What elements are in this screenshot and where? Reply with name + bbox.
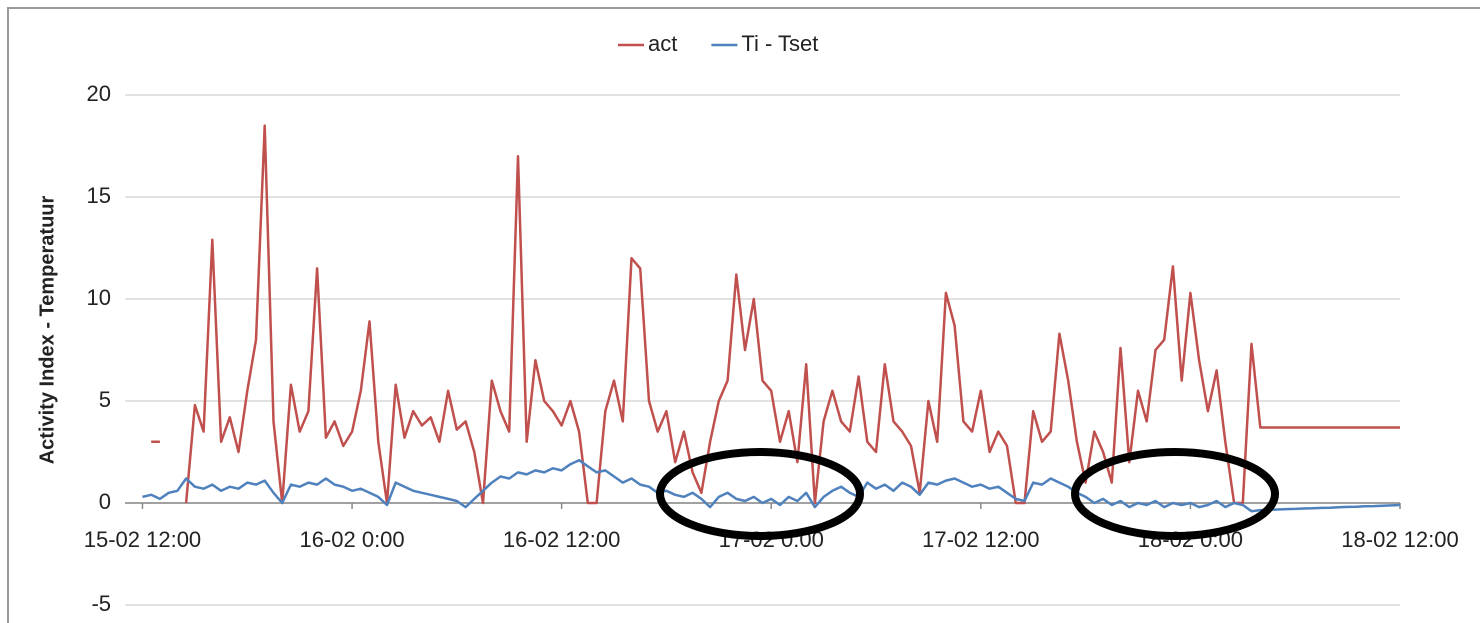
x-tick-label: 18-02 12:00 — [1341, 527, 1458, 552]
y-tick-label: 15 — [87, 183, 111, 208]
y-tick-label: 10 — [87, 285, 111, 310]
y-tick-label: 0 — [99, 489, 111, 514]
y-axis-label: Activity Index - Temperatuur — [36, 195, 58, 464]
legend: act Ti - Tset — [618, 31, 818, 56]
y-tick-label: 5 — [99, 387, 111, 412]
labels: -5 0 5 10 15 20 15-02 12:00 16-02 0:00 16-02 12:… — [84, 81, 1459, 616]
chart-border — [7, 7, 1480, 623]
y-tick-label: 20 — [87, 81, 111, 106]
y-tick-label: -5 — [91, 591, 111, 616]
highlight-ellipse — [656, 448, 864, 540]
x-tick-label: 17-02 12:00 — [922, 527, 1039, 552]
legend-label: Ti - Tset — [741, 31, 818, 56]
highlight-ellipse — [1071, 448, 1279, 540]
legend-label: act — [648, 31, 677, 56]
x-tick-label: 16-02 0:00 — [299, 527, 404, 552]
series-line — [151, 124, 1400, 505]
x-tick-label: 16-02 12:00 — [503, 527, 620, 552]
series-line — [142, 458, 1401, 513]
lines — [142, 124, 1401, 513]
x-tick-label: 15-02 12:00 — [84, 527, 201, 552]
